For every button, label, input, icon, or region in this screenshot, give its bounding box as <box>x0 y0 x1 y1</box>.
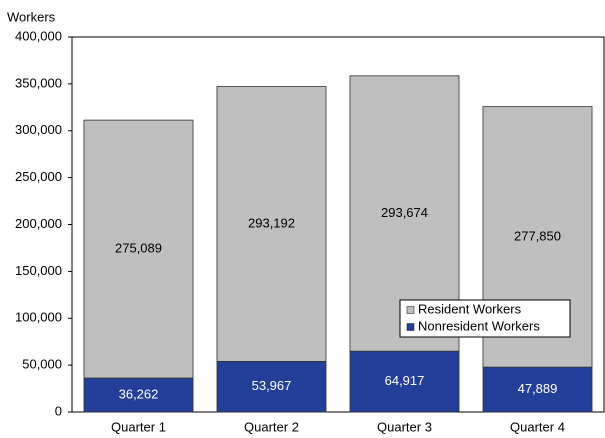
x-tick-label: Quarter 2 <box>244 419 299 434</box>
y-tick-label: 150,000 <box>15 263 62 278</box>
y-axis-label: Workers <box>7 9 56 24</box>
bar-segment <box>216 86 327 362</box>
y-tick-label: 400,000 <box>15 28 62 43</box>
y-tick-label: 100,000 <box>15 310 62 325</box>
y-tick-label: 250,000 <box>15 169 62 184</box>
legend-marker <box>406 306 415 314</box>
data-label: 293,674 <box>381 205 428 220</box>
bar-segment <box>83 377 194 413</box>
x-tick-label: Quarter 1 <box>111 419 166 434</box>
y-tick-label: 0 <box>55 403 62 418</box>
x-tick-label: Quarter 3 <box>377 419 432 434</box>
x-tick-label: Quarter 4 <box>510 419 565 434</box>
data-label: 64,917 <box>385 373 425 388</box>
data-label: 53,967 <box>252 378 292 393</box>
bar-segment <box>482 366 593 413</box>
legend-label: Resident Workers <box>418 301 522 316</box>
bar-segment <box>83 119 194 379</box>
data-label: 47,889 <box>518 381 558 396</box>
legend-label: Nonresident Workers <box>418 318 540 333</box>
legend-box <box>399 299 571 338</box>
y-tick-label: 50,000 <box>22 357 62 372</box>
data-label: 275,089 <box>115 240 162 255</box>
y-tick-label: 200,000 <box>15 216 62 231</box>
legend-marker <box>406 323 415 331</box>
data-label: 277,850 <box>514 228 561 243</box>
data-label: 293,192 <box>248 215 295 230</box>
y-tick-label: 350,000 <box>15 75 62 90</box>
data-label: 36,262 <box>119 386 159 401</box>
y-tick-label: 300,000 <box>15 122 62 137</box>
bar-segment <box>349 350 460 413</box>
